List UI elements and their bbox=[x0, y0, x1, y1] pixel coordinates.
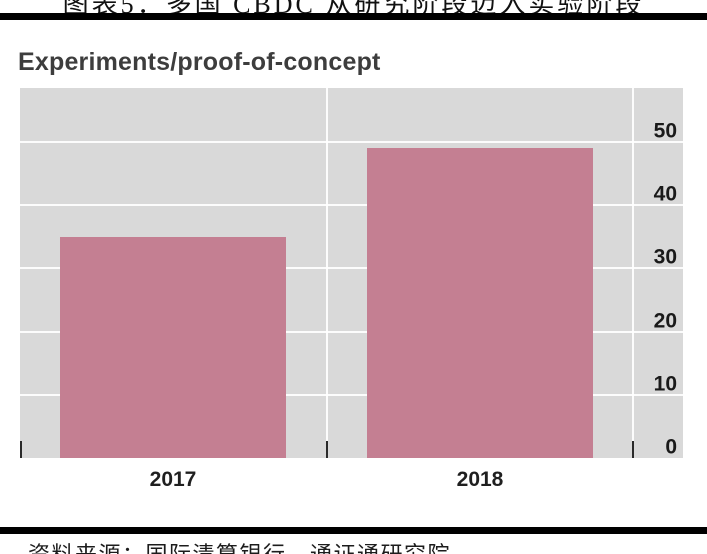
chart-title: Experiments/proof-of-concept bbox=[18, 48, 381, 76]
bar-2017 bbox=[60, 237, 286, 458]
y-axis-tick-label: 50 bbox=[653, 119, 677, 143]
y-axis-tick-label: 0 bbox=[665, 435, 677, 459]
x-axis-tick-mark bbox=[20, 441, 22, 458]
x-axis-tick-mark bbox=[632, 441, 634, 458]
horizontal-gridline bbox=[20, 393, 683, 396]
horizontal-gridline bbox=[20, 330, 683, 333]
x-axis-category-label: 2017 bbox=[149, 468, 197, 491]
source-note: 资料来源：国际清算银行，通证通研究院 bbox=[28, 537, 451, 554]
bottom-divider-rule bbox=[0, 527, 707, 534]
y-axis-tick-label: 40 bbox=[653, 182, 677, 206]
document-header-title: 图表5：多国 CBDC 从研究阶段迈入实验阶段 bbox=[0, 0, 707, 13]
vertical-gridline bbox=[326, 88, 328, 458]
x-axis-category-label: 2018 bbox=[456, 468, 504, 491]
horizontal-gridline bbox=[20, 140, 683, 143]
y-axis-tick-label: 10 bbox=[653, 372, 677, 396]
y-axis-tick-label: 30 bbox=[653, 245, 677, 269]
x-axis-tick-mark bbox=[326, 441, 328, 458]
y-axis-tick-label: 20 bbox=[653, 309, 677, 332]
document-header-title-text: 图表5：多国 CBDC 从研究阶段迈入实验阶段 bbox=[0, 0, 707, 13]
vertical-gridline bbox=[632, 88, 634, 458]
bar-2018 bbox=[367, 148, 593, 458]
horizontal-gridline bbox=[20, 267, 683, 270]
top-divider-rule bbox=[0, 13, 707, 20]
horizontal-gridline bbox=[20, 204, 683, 207]
x-axis-labels: 2017 2018 bbox=[20, 468, 683, 494]
plot-area: 0 10 20 30 40 50 bbox=[20, 88, 683, 458]
